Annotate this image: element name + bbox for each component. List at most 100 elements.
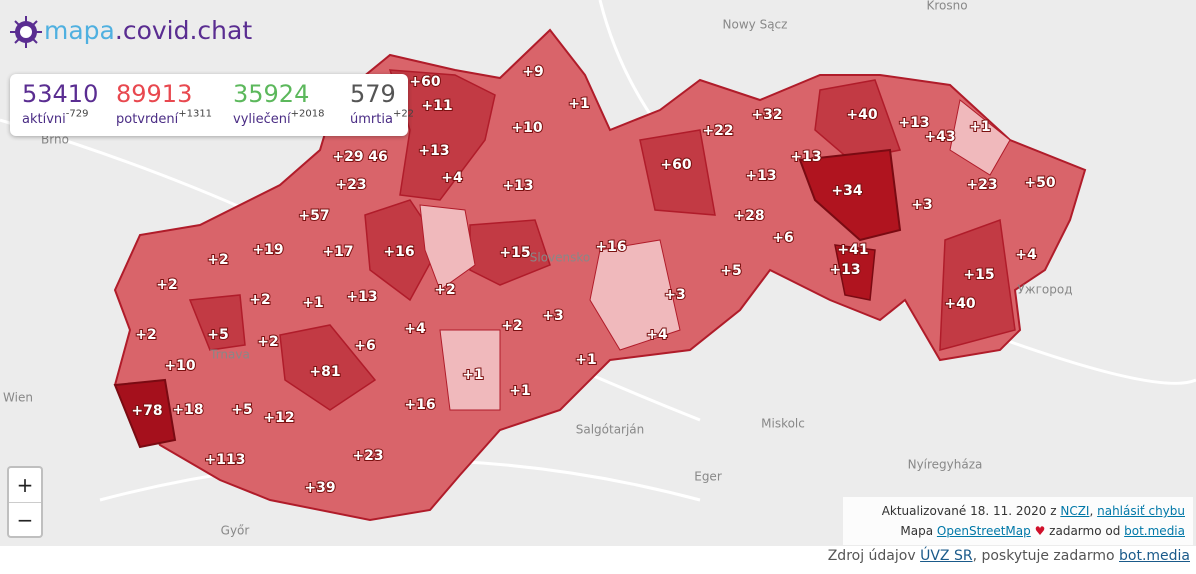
- stat-delta: -729: [65, 108, 89, 120]
- zoom-control: + −: [7, 466, 43, 538]
- district-label: +1: [509, 383, 530, 399]
- district-label: +1: [302, 295, 323, 311]
- attribution-line: Mapa OpenStreetMap ♥ zadarmo od bot.medi…: [851, 521, 1185, 541]
- stat-value: 35924: [233, 80, 310, 108]
- district-label: +60: [409, 74, 440, 90]
- text: ,: [1089, 504, 1098, 518]
- link[interactable]: ÚVZ SR: [920, 548, 973, 564]
- district-label: +34: [831, 183, 862, 199]
- district-label: +50: [1024, 175, 1055, 191]
- stat-delta: +2018: [290, 108, 325, 120]
- district-label: +13: [346, 289, 377, 305]
- stat: 53410 aktívni-729: [22, 80, 98, 127]
- district-label: +4: [404, 321, 426, 337]
- district-label: +13: [829, 262, 860, 278]
- place-label: Trnava: [209, 348, 250, 362]
- stat-label: aktívni: [22, 112, 66, 127]
- place-label: Miskolc: [761, 417, 805, 431]
- district-label: +81: [309, 364, 340, 380]
- district-label: +5: [720, 263, 741, 279]
- district-label: +113: [205, 452, 246, 468]
- stat: 579 úmrtia+22: [350, 80, 414, 127]
- district-label: +2: [434, 282, 455, 298]
- text: , poskytuje zadarmo: [972, 548, 1119, 564]
- district-label: +39: [304, 480, 335, 496]
- district-label: +41: [837, 242, 868, 258]
- kosice-okolie: [834, 244, 876, 301]
- text: zadarmo od: [1045, 524, 1125, 538]
- district-label: +18: [172, 402, 203, 418]
- footer: Zdroj údajov ÚVZ SR, poskytuje zadarmo b…: [828, 548, 1190, 564]
- district-label: +11: [421, 98, 452, 114]
- district-label: +2: [257, 334, 278, 350]
- district-label: +1: [568, 96, 589, 112]
- text: Aktualizované 18. 11. 2020 z: [881, 504, 1061, 518]
- attribution: Aktualizované 18. 11. 2020 z NCZI, nahlá…: [843, 497, 1193, 545]
- district-label: +13: [418, 143, 449, 159]
- zoom-out[interactable]: −: [16, 508, 34, 532]
- place-label: Eger: [694, 470, 722, 484]
- district-label: 46: [368, 149, 387, 165]
- place-label: Ужгород: [1017, 283, 1072, 297]
- place-label: Wien: [3, 391, 33, 405]
- link[interactable]: NCZI: [1060, 504, 1090, 518]
- link[interactable]: bot.media: [1119, 548, 1190, 564]
- district-label: +17: [322, 244, 353, 260]
- light-districts: [419, 99, 1011, 411]
- place-label: Slovensko: [530, 251, 591, 265]
- district-label: +3: [911, 197, 932, 213]
- district-label: +10: [511, 120, 542, 136]
- district-label: +16: [595, 239, 626, 255]
- logo-text: .covid.chat: [114, 16, 253, 45]
- district-label: +13: [745, 168, 776, 184]
- district-label: +19: [252, 242, 283, 258]
- stat-value: 89913: [116, 80, 193, 108]
- bratislava: [113, 378, 177, 449]
- district-label: +2: [207, 252, 228, 268]
- stat-value: 53410: [22, 80, 99, 108]
- stat-label: úmrtia: [350, 112, 393, 127]
- district-label: +22: [702, 123, 733, 139]
- district-label: +12: [263, 410, 294, 426]
- district-label: +13: [502, 178, 533, 194]
- link[interactable]: bot.media: [1124, 524, 1185, 538]
- district-label: +57: [298, 208, 329, 224]
- district-label: +4: [646, 327, 668, 343]
- district-label: +1: [575, 352, 596, 368]
- district-label: +4: [1015, 247, 1037, 263]
- text: Mapa: [900, 524, 937, 538]
- stat-label: potvrdení: [116, 112, 179, 127]
- stat-value: 579: [350, 80, 396, 108]
- stat-label: vyliečení: [233, 112, 291, 127]
- district-label: +1: [969, 119, 990, 135]
- stats-box: 53410 aktívni-729 89913 potvrdení+1311 35924…: [10, 74, 414, 136]
- district-label: +16: [404, 397, 435, 413]
- district-label: +2: [156, 277, 177, 293]
- district-label: +43: [924, 129, 955, 145]
- district-label: +32: [751, 107, 782, 123]
- district-label: +4: [441, 170, 463, 186]
- place-label: Nyíregyháza: [908, 458, 983, 472]
- district-label: +23: [966, 177, 997, 193]
- district-label: +10: [164, 358, 195, 374]
- district-label: +15: [499, 245, 530, 261]
- zoom-in[interactable]: +: [9, 468, 41, 503]
- district-label: +2: [501, 318, 522, 334]
- district-label: +2: [249, 292, 270, 308]
- district-label: +29: [332, 149, 363, 165]
- link[interactable]: nahlásiť chybu: [1097, 504, 1185, 518]
- map[interactable]: Nowy Sącz Krosno Brno Wien Győr Trnava Slovens…: [0, 0, 1196, 546]
- logo[interactable]: mapa.covid.chat: [8, 14, 252, 50]
- district-label: +5: [231, 402, 252, 418]
- link[interactable]: OpenStreetMap: [936, 524, 1031, 538]
- place-label: Győr: [221, 524, 250, 538]
- logo-icon: [10, 16, 42, 48]
- district-label: +16: [383, 244, 414, 260]
- kosice: [798, 148, 902, 242]
- stat: 35924 vyliečení+2018: [233, 80, 324, 127]
- place-label: Salgótarján: [576, 423, 645, 437]
- district-label: +2: [135, 327, 156, 343]
- stat-delta: +22: [392, 108, 415, 120]
- place-label: Krosno: [926, 0, 967, 13]
